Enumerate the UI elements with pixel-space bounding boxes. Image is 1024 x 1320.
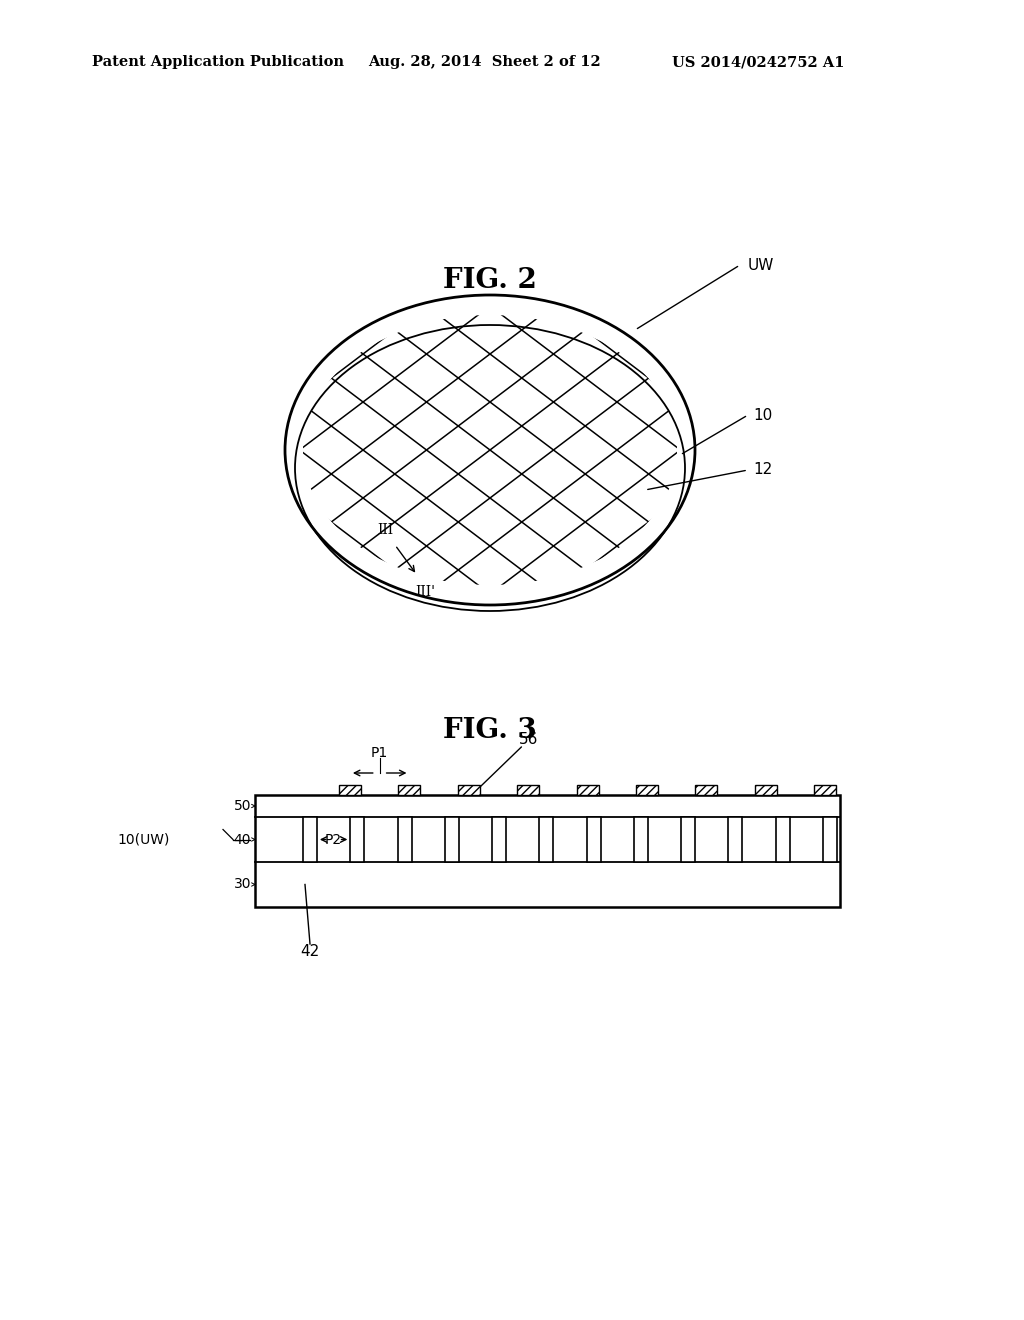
Text: III': III' (415, 585, 435, 599)
Text: 42: 42 (300, 945, 319, 960)
Bar (398, 785, 421, 795)
Bar (814, 785, 836, 795)
Bar (634, 817, 648, 862)
Bar (255, 795, 840, 907)
Bar (755, 785, 776, 795)
Text: FIG. 3: FIG. 3 (443, 717, 537, 743)
Text: 12: 12 (753, 462, 772, 478)
Bar (776, 817, 790, 862)
Text: 10(UW): 10(UW) (118, 833, 170, 846)
Text: 30: 30 (233, 878, 251, 891)
Text: US 2014/0242752 A1: US 2014/0242752 A1 (672, 55, 845, 69)
Text: 10: 10 (753, 408, 772, 422)
Text: 50: 50 (233, 799, 251, 813)
Bar (695, 785, 717, 795)
Bar (444, 817, 459, 862)
Text: Aug. 28, 2014  Sheet 2 of 12: Aug. 28, 2014 Sheet 2 of 12 (368, 55, 601, 69)
Bar (587, 817, 601, 862)
Text: 56: 56 (519, 733, 539, 747)
Text: FIG. 2: FIG. 2 (443, 267, 537, 293)
Bar (303, 817, 317, 862)
Bar (339, 785, 361, 795)
Bar (636, 785, 657, 795)
Text: 40: 40 (233, 833, 251, 846)
Text: Patent Application Publication: Patent Application Publication (92, 55, 344, 69)
Bar (350, 817, 365, 862)
Text: III: III (377, 523, 393, 537)
Bar (681, 817, 695, 862)
Bar (493, 817, 506, 862)
Text: P1: P1 (371, 746, 388, 760)
Bar (517, 785, 539, 795)
Bar (458, 785, 480, 795)
Bar (397, 817, 412, 862)
Bar (540, 817, 553, 862)
Text: P2: P2 (325, 833, 342, 846)
Bar (577, 785, 598, 795)
Bar (823, 817, 837, 862)
Text: UW: UW (748, 257, 774, 272)
Bar (728, 817, 742, 862)
